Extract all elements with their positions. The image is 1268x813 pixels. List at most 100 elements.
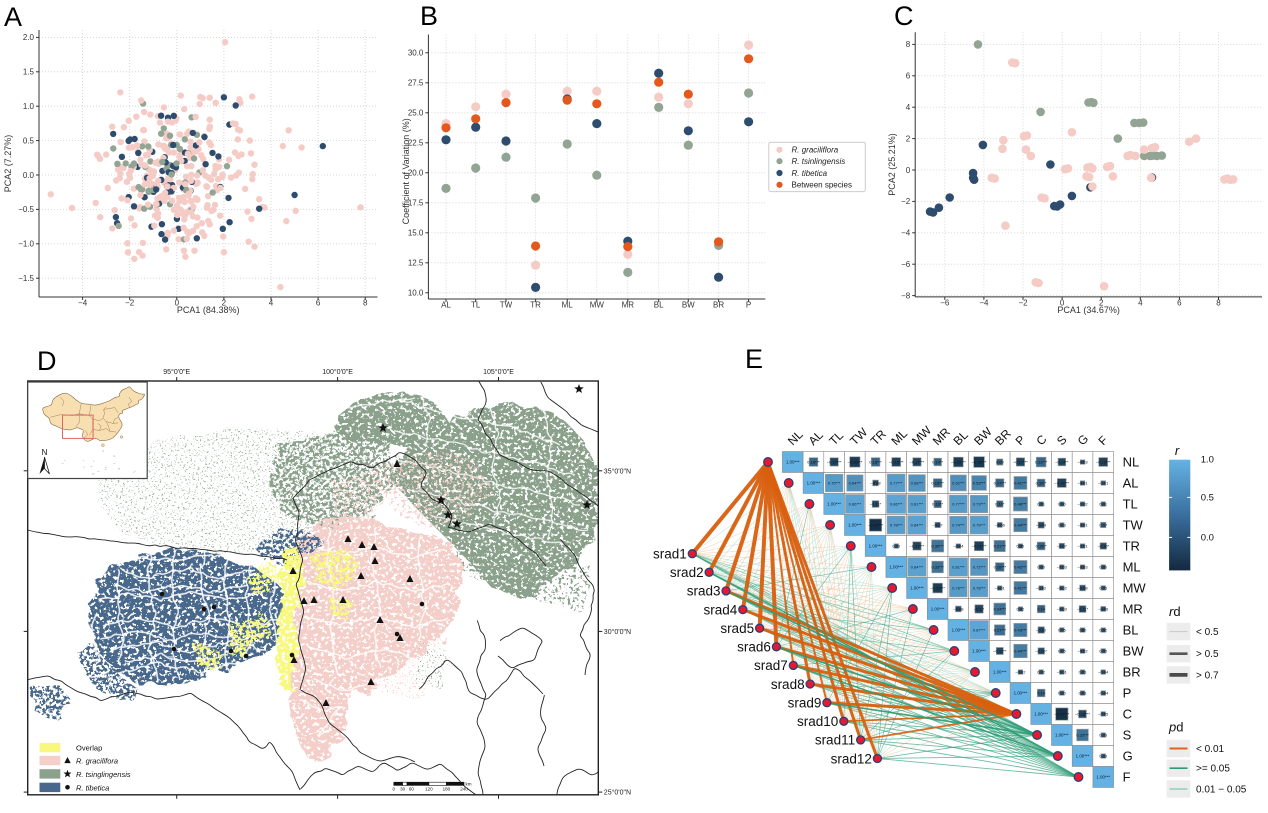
svg-text:1.00***: 1.00*** xyxy=(931,607,945,612)
svg-text:0.53***: 0.53*** xyxy=(973,481,986,486)
svg-text:1.00***: 1.00*** xyxy=(827,502,841,507)
svg-text:0.81***: 0.81*** xyxy=(911,502,924,507)
svg-text:−0.17: −0.17 xyxy=(974,607,985,612)
svg-text:srad5: srad5 xyxy=(720,621,754,636)
svg-text:0.84***: 0.84*** xyxy=(911,565,924,570)
svg-text:17.5: 17.5 xyxy=(408,199,424,208)
svg-text:R. tsinlingensis: R. tsinlingensis xyxy=(792,157,846,166)
svg-text:−0.03: −0.03 xyxy=(1077,460,1088,465)
svg-text:0.17***: 0.17*** xyxy=(994,481,1007,486)
svg-text:0.5: 0.5 xyxy=(1201,492,1214,503)
svg-text:0.79***: 0.79*** xyxy=(973,523,986,528)
svg-text:AL: AL xyxy=(1123,476,1139,491)
svg-text:srad6: srad6 xyxy=(737,640,771,655)
svg-text:S: S xyxy=(1054,433,1070,449)
svg-text:−6: −6 xyxy=(901,260,911,269)
svg-text:180: 180 xyxy=(443,787,451,792)
svg-text:−0.17***: −0.17*** xyxy=(1013,460,1028,465)
svg-text:0.03: 0.03 xyxy=(892,544,901,549)
svg-text:TL: TL xyxy=(826,428,846,448)
svg-text:2.0: 2.0 xyxy=(23,33,35,42)
svg-text:D: D xyxy=(37,346,57,376)
svg-text:0.33***: 0.33*** xyxy=(1076,733,1089,738)
svg-text:0.18***: 0.18*** xyxy=(994,565,1007,570)
svg-text:30.0: 30.0 xyxy=(408,49,424,58)
svg-text:Between species: Between species xyxy=(792,181,852,190)
svg-text:−0.14**: −0.14** xyxy=(1055,460,1069,465)
svg-text:F: F xyxy=(1123,770,1131,785)
svg-text:srad1: srad1 xyxy=(653,547,687,562)
svg-text:rd: rd xyxy=(1169,604,1181,619)
svg-text:1.0: 1.0 xyxy=(23,102,35,111)
svg-text:−0.17***: −0.17*** xyxy=(827,460,842,465)
svg-text:60: 60 xyxy=(409,787,415,792)
svg-text:0.05: 0.05 xyxy=(1058,628,1067,633)
svg-text:25.0: 25.0 xyxy=(408,109,424,118)
svg-text:6: 6 xyxy=(316,299,321,308)
svg-text:E: E xyxy=(745,344,763,374)
svg-text:−0.23***: −0.23*** xyxy=(951,460,966,465)
svg-text:105°0'0"E: 105°0'0"E xyxy=(483,368,514,376)
svg-text:> 0.7: > 0.7 xyxy=(1196,670,1219,681)
svg-text:4: 4 xyxy=(906,103,911,112)
svg-text:0.14: 0.14 xyxy=(1037,607,1046,612)
svg-text:1.00***: 1.00*** xyxy=(869,544,883,549)
svg-text:BL: BL xyxy=(951,428,972,449)
svg-text:25°0'0"N: 25°0'0"N xyxy=(604,789,631,797)
svg-text:G: G xyxy=(1075,432,1092,449)
svg-text:−0.02: −0.02 xyxy=(1015,670,1026,675)
svg-text:AL: AL xyxy=(806,428,827,449)
svg-text:−1.0: −1.0 xyxy=(18,240,34,249)
svg-text:N: N xyxy=(42,448,48,457)
svg-text:NL: NL xyxy=(1123,455,1140,470)
svg-text:−0.04: −0.04 xyxy=(953,544,964,549)
svg-text:−0.19***: −0.19*** xyxy=(1096,460,1111,465)
svg-text:0.87***: 0.87*** xyxy=(973,628,986,633)
svg-text:0.72***: 0.72*** xyxy=(973,565,986,570)
svg-text:TR: TR xyxy=(1123,539,1140,554)
svg-text:srad9: srad9 xyxy=(788,696,822,711)
svg-text:12.5: 12.5 xyxy=(408,259,424,268)
svg-text:1.00***: 1.00*** xyxy=(972,649,986,654)
svg-text:−0.5: −0.5 xyxy=(18,205,34,214)
svg-text:0.15**: 0.15** xyxy=(1036,481,1047,486)
svg-text:0.44***: 0.44*** xyxy=(1014,649,1027,654)
svg-text:0.05: 0.05 xyxy=(1099,586,1108,591)
svg-text:BW: BW xyxy=(1123,644,1145,659)
svg-text:MW: MW xyxy=(909,423,934,448)
svg-text:0.77***: 0.77*** xyxy=(952,502,965,507)
svg-text:22.5: 22.5 xyxy=(408,139,424,148)
svg-text:TW: TW xyxy=(847,425,871,449)
svg-text:0.84***: 0.84*** xyxy=(911,523,924,528)
svg-text:P: P xyxy=(1123,686,1132,701)
svg-text:−4: −4 xyxy=(901,229,911,238)
svg-text:BL: BL xyxy=(1123,623,1139,638)
svg-text:0.14**: 0.14** xyxy=(932,460,943,465)
svg-text:km: km xyxy=(466,782,472,787)
svg-text:−0.01: −0.01 xyxy=(1077,544,1088,549)
svg-text:TW: TW xyxy=(500,301,513,310)
svg-text:−6: −6 xyxy=(940,298,950,307)
svg-text:S: S xyxy=(1123,728,1132,743)
svg-text:0.05: 0.05 xyxy=(1058,649,1067,654)
svg-text:1.00***: 1.00*** xyxy=(889,565,903,570)
svg-text:F: F xyxy=(1095,433,1110,448)
svg-text:MW: MW xyxy=(1123,581,1147,596)
svg-text:P: P xyxy=(746,301,751,310)
svg-text:0.18***: 0.18*** xyxy=(931,481,944,486)
svg-text:0.75***: 0.75*** xyxy=(828,481,841,486)
svg-text:0.31***: 0.31*** xyxy=(994,544,1007,549)
svg-text:B: B xyxy=(420,1,438,31)
svg-text:−0.04: −0.04 xyxy=(1098,670,1109,675)
svg-text:−0.26***: −0.26*** xyxy=(848,460,863,465)
svg-text:0.00: 0.00 xyxy=(1058,691,1067,696)
svg-text:−0.01: −0.01 xyxy=(1098,481,1109,486)
svg-text:−0.02: −0.02 xyxy=(1077,649,1088,654)
svg-text:R. tibetica: R. tibetica xyxy=(76,784,109,793)
svg-text:0.00: 0.00 xyxy=(1017,544,1026,549)
svg-text:TL: TL xyxy=(471,301,481,310)
svg-text:0.86***: 0.86*** xyxy=(849,502,862,507)
svg-text:4: 4 xyxy=(1138,298,1143,307)
svg-text:0.00: 0.00 xyxy=(1079,628,1088,633)
svg-text:< 0.5: < 0.5 xyxy=(1196,627,1219,638)
